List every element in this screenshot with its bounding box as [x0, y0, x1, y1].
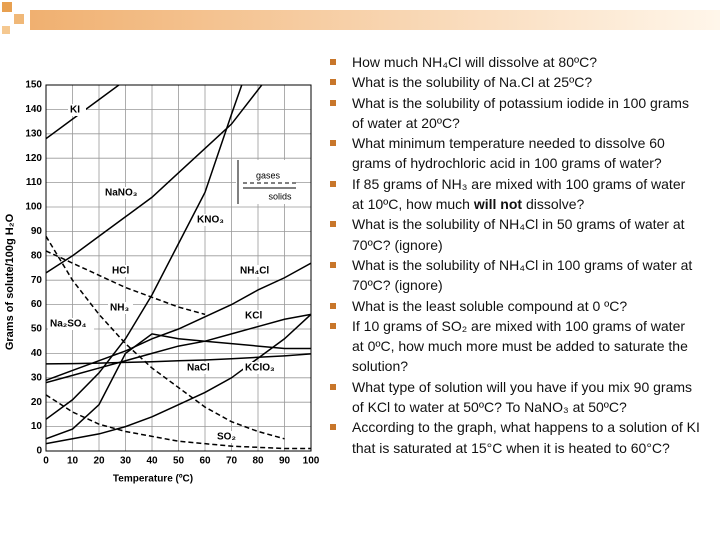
curve [46, 85, 243, 420]
series-label: KNO₃ [197, 215, 224, 226]
legend-label: solids [268, 191, 292, 201]
series-label: Na₂SO₄ [50, 319, 87, 330]
series-label-bg [185, 362, 217, 374]
plot-frame [45, 84, 312, 452]
question: According to the graph, what happens to … [330, 417, 700, 458]
x-tick-label: 90 [279, 456, 291, 467]
question: What minimum temperature needed to disso… [330, 133, 700, 174]
x-tick-label: 80 [252, 456, 264, 467]
x-tick-label: 30 [120, 456, 132, 467]
series-label: HCl [112, 266, 129, 277]
y-tick-label: 80 [31, 250, 43, 261]
y-tick-label: 100 [25, 202, 42, 213]
question: What type of solution will you have if y… [330, 377, 700, 418]
y-tick-label: 70 [31, 275, 43, 286]
decor [14, 14, 24, 24]
question: What is the least soluble compound at 0 … [330, 296, 700, 316]
legend-label: gases [256, 170, 281, 180]
question-part: will not [473, 196, 523, 213]
series-label-bg [243, 362, 282, 374]
y-tick-label: 40 [31, 348, 43, 359]
y-tick-label: 150 [25, 80, 42, 91]
series-label-bg [108, 302, 133, 314]
question-list: How much NH₄Cl will dissolve at 80ºC? Wha… [330, 52, 700, 458]
y-tick-label: 60 [31, 299, 43, 310]
y-tick-label: 10 [31, 421, 43, 432]
series-label: KI [70, 105, 80, 116]
series-label-bg [103, 187, 142, 199]
x-tick-label: 60 [199, 456, 211, 467]
series-label-bg [238, 265, 277, 277]
decor [2, 2, 12, 12]
y-tick-label: 30 [31, 372, 43, 383]
series-label-bg [215, 431, 240, 443]
y-tick-label: 140 [25, 104, 42, 115]
series-label-bg [68, 104, 86, 116]
curve [46, 235, 285, 440]
curve [46, 353, 311, 365]
curve [46, 313, 311, 445]
series-label: NaCl [187, 363, 210, 374]
y-tick-label: 120 [25, 153, 42, 164]
series-label-bg [110, 265, 135, 277]
y-tick-label: 20 [31, 397, 43, 408]
x-tick-label: 20 [93, 456, 105, 467]
y-tick-label: 50 [31, 324, 43, 335]
legend [236, 160, 296, 204]
question-part: dissolve? [522, 196, 585, 213]
series-label: KCl [245, 311, 262, 322]
y-axis-label: Grams of solute/100g H₂O [4, 213, 16, 350]
x-tick-label: 10 [67, 456, 79, 467]
curve [46, 333, 311, 440]
series-label: NaNO₃ [105, 188, 138, 199]
y-tick-label: 0 [36, 446, 42, 457]
series-label: NH₃ [110, 303, 129, 314]
question: What is the solubility of NH₄Cl in 100 g… [330, 255, 700, 296]
curve [46, 250, 206, 316]
question: What is the solubility of potassium iodi… [330, 93, 700, 134]
series-label-bg [195, 214, 227, 226]
series-label-bg [243, 310, 268, 322]
y-tick-label: 110 [26, 177, 43, 188]
series-label: SO₂ [217, 432, 236, 443]
question: How much NH₄Cl will dissolve at 80ºC? [330, 52, 700, 72]
curve [46, 313, 311, 384]
series-label: KClO₃ [245, 363, 275, 374]
series-label-bg [48, 318, 94, 330]
x-tick-label: 50 [173, 456, 185, 467]
curve [46, 394, 311, 450]
x-tick-label: 40 [146, 456, 158, 467]
y-tick-label: 130 [25, 128, 42, 139]
curve [46, 85, 263, 274]
series-label: NH₄Cl [240, 266, 269, 277]
question: If 85 grams of NH₃ are mixed with 100 gr… [330, 174, 700, 215]
header-band [30, 10, 720, 30]
question: What is the solubility of NH₄Cl in 50 gr… [330, 214, 700, 255]
decor [2, 26, 10, 34]
x-tick-label: 0 [43, 456, 49, 467]
x-tick-label: 70 [226, 456, 238, 467]
question: What is the solubility of Na.Cl at 25ºC? [330, 72, 700, 92]
x-axis-label: Temperature (ºC) [113, 474, 193, 485]
x-tick-label: 100 [303, 456, 320, 467]
question: If 10 grams of SO₂ are mixed with 100 gr… [330, 316, 700, 377]
y-tick-label: 90 [31, 226, 43, 237]
question-part: If 85 grams of NH₃ are mixed with 100 gr… [352, 175, 686, 213]
